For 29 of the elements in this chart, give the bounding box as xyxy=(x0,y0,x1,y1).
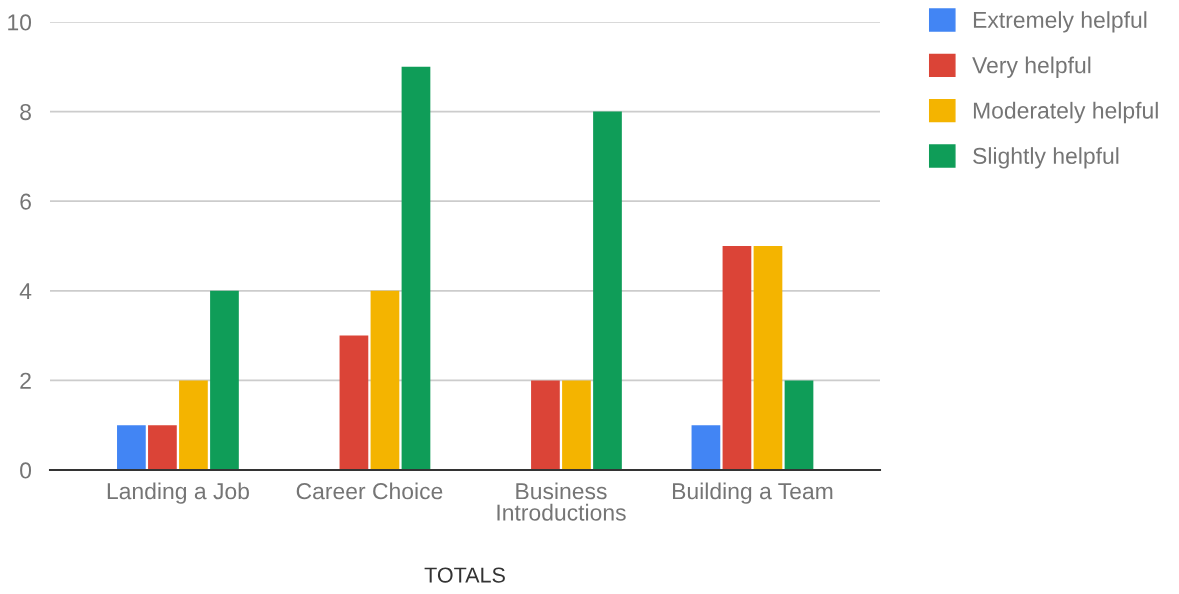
bar xyxy=(784,380,814,470)
y-tick-label: 8 xyxy=(20,103,31,121)
x-tick-label: Business Introductions xyxy=(497,482,626,521)
y-tick-label: 2 xyxy=(20,372,31,389)
legend-label: Slightly helpful xyxy=(973,147,1119,169)
bar xyxy=(179,380,208,470)
legend-label: Moderately helpful xyxy=(973,101,1158,124)
bar xyxy=(531,380,560,470)
x-tick-label: Building a Team xyxy=(673,482,833,504)
legend-label: Very helpful xyxy=(972,56,1091,78)
bar xyxy=(753,246,783,470)
y-tick-label: 4 xyxy=(19,283,32,300)
bar xyxy=(401,66,431,470)
y-tick-label: 10 xyxy=(8,14,32,31)
bar xyxy=(370,290,400,470)
bar xyxy=(117,425,146,470)
x-tick-label: Career Choice xyxy=(296,482,443,500)
y-tick-label: 6 xyxy=(20,193,31,210)
bar xyxy=(339,335,369,470)
x-tick-label: Landing a Job xyxy=(107,482,249,504)
bar xyxy=(593,111,622,470)
bar xyxy=(210,290,239,470)
bar xyxy=(722,246,752,470)
bar xyxy=(691,425,721,470)
bar xyxy=(562,380,591,470)
legend-label: Extremely helpful xyxy=(973,11,1147,33)
bar xyxy=(148,425,177,470)
y-tick-label: 0 xyxy=(20,462,32,479)
x-axis-title: TOTALS xyxy=(424,567,505,583)
